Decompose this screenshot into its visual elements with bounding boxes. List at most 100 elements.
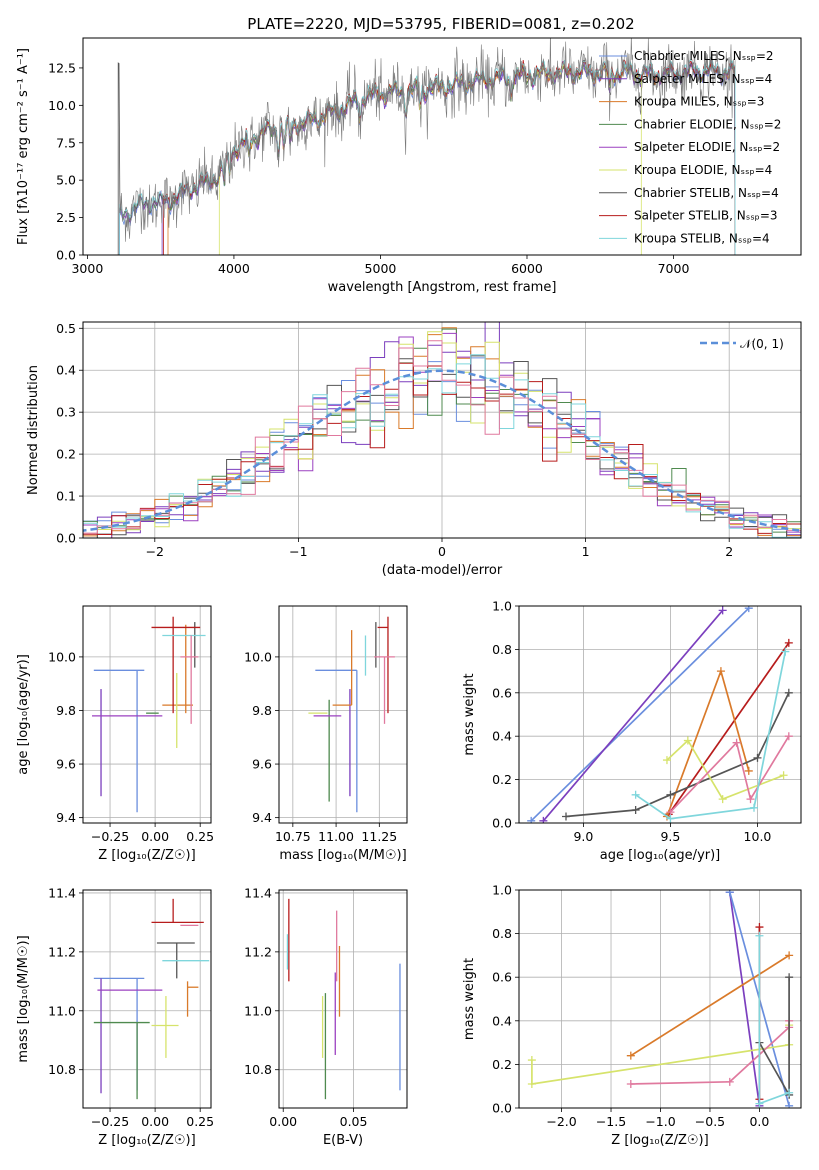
y-tick-label: 0.6 — [492, 970, 512, 985]
axes-frame — [82, 605, 212, 824]
axes-frame — [278, 605, 408, 824]
x-axis-label: Z [log₁₀(Z/Z☉)] — [98, 848, 195, 863]
weight-marker — [718, 795, 727, 804]
y-axis-label: age [log₁₀(age/yr)] — [16, 654, 31, 775]
weight-marker — [683, 736, 692, 745]
y-tick-label: 9.8 — [56, 703, 76, 718]
y-tick-label: 0.6 — [492, 685, 512, 700]
x-tick-label: 9.5 — [660, 829, 680, 844]
weight-marker — [744, 766, 753, 775]
weight-marker — [784, 732, 793, 741]
weight-marker — [666, 790, 675, 799]
y-axis-label: mass weight — [462, 958, 477, 1040]
y-tick-label: 9.6 — [252, 757, 272, 772]
plot-body — [286, 898, 401, 1100]
spectrum-model-line — [161, 62, 736, 255]
weight-marker — [746, 795, 755, 804]
x-tick-label: 7000 — [658, 261, 690, 276]
weight-marker — [527, 816, 536, 823]
x-axis-label: (data-model)/error — [382, 563, 503, 578]
y-axis-label: Normed distribution — [26, 365, 41, 495]
legend-entry: Salpeter MILES, Nₛₛₚ=4 — [634, 72, 772, 86]
x-tick-label: 3000 — [71, 261, 103, 276]
plot-weight-vs-Z: −2.0 −1.5 −1.0 −0.5 0.0 0.0 0.2 0.4 0.6 0.8 1.0 Z [… — [462, 883, 802, 1148]
y-tick-label: 11.4 — [244, 885, 272, 900]
weight-line — [530, 607, 750, 822]
weight-marker — [784, 688, 793, 697]
x-tick-label: 0.00 — [269, 1114, 297, 1129]
y-axis-label: mass [log₁₀(M/M☉)] — [16, 935, 31, 1062]
y-tick-label: 11.0 — [48, 1003, 76, 1018]
plot-age-vs-mass: 10.75 11.00 11.25 9.4 9.6 9.8 10.0 mass [log₁₀(… — [244, 605, 408, 863]
x-axis-label: Z [log₁₀(Z/Z☉)] — [611, 1133, 708, 1148]
spectrum-data-line — [119, 38, 736, 242]
plot-body — [117, 38, 736, 255]
weight-marker — [527, 1056, 536, 1065]
weight-marker — [750, 803, 758, 812]
y-tick-label: 9.4 — [252, 810, 272, 825]
y-tick-label: 0.2 — [492, 772, 512, 787]
y-tick-label: 10.8 — [48, 1062, 76, 1077]
y-tick-label: 0.0 — [492, 816, 512, 831]
y-tick-label: 0.4 — [492, 1013, 512, 1028]
x-tick-label: 6000 — [511, 261, 543, 276]
x-tick-label: 10.75 — [275, 829, 311, 844]
y-tick-label: 0.2 — [56, 447, 76, 462]
weight-marker — [626, 1080, 635, 1089]
axes-frame — [82, 37, 802, 256]
plot-body — [527, 890, 794, 1108]
y-tick-label: 0.8 — [492, 642, 512, 657]
weight-marker — [527, 1080, 536, 1089]
x-tick-label: 0.25 — [186, 829, 214, 844]
y-tick-label: 11.4 — [48, 885, 76, 900]
axes-frame — [82, 889, 212, 1109]
x-tick-label: 11.00 — [318, 829, 354, 844]
x-tick-label: 11.25 — [361, 829, 397, 844]
weight-line — [758, 935, 790, 1105]
x-tick-label: −2 — [146, 544, 164, 559]
x-tick-label: 9.0 — [573, 829, 593, 844]
legend-entry: Chabrier ELODIE, Nₛₛₚ=2 — [634, 117, 781, 131]
weight-line — [669, 735, 790, 813]
x-axis-label: age [log₁₀(age/yr)] — [600, 848, 721, 863]
weight-marker — [779, 771, 788, 780]
weight-marker — [785, 951, 794, 960]
y-tick-label: 0.4 — [56, 363, 76, 378]
y-tick-label: 11.0 — [244, 1003, 272, 1018]
y-tick-label: 0.8 — [492, 926, 512, 941]
x-tick-label: 10.0 — [744, 829, 772, 844]
y-tick-label: 0.5 — [56, 321, 76, 336]
x-tick-label: −1 — [289, 544, 307, 559]
y-tick-label: 10.8 — [244, 1062, 272, 1077]
weight-marker — [755, 931, 764, 940]
weight-marker — [785, 1088, 794, 1097]
plot-weight-vs-age: 9.0 9.5 10.0 0.0 0.2 0.4 0.6 0.8 1.0 age [log₁₀(a… — [462, 599, 802, 863]
y-tick-label: 1.0 — [492, 883, 512, 898]
legend-entry: Kroupa ELODIE, Nₛₛₚ=4 — [634, 163, 772, 177]
legend-entry: Salpeter ELODIE, Nₛₛₚ=2 — [634, 140, 780, 154]
y-tick-label: 0.0 — [492, 1101, 512, 1116]
x-tick-label: −0.25 — [91, 1114, 129, 1129]
y-tick-label: 5.0 — [56, 173, 76, 188]
x-tick-label: 0.0 — [749, 1114, 769, 1129]
y-tick-label: 12.5 — [48, 60, 76, 75]
y-tick-label: 0.1 — [56, 489, 76, 504]
x-tick-label: −1.0 — [645, 1114, 675, 1129]
weight-line — [758, 977, 790, 1099]
legend-entry: Kroupa MILES, Nₛₛₚ=3 — [634, 95, 764, 109]
weight-marker — [562, 812, 570, 821]
x-tick-label: −0.5 — [695, 1114, 725, 1129]
y-tick-label: 7.5 — [56, 135, 76, 150]
weight-marker — [539, 816, 548, 823]
x-tick-label: 2 — [725, 544, 733, 559]
y-tick-label: 11.2 — [48, 944, 76, 959]
y-tick-label: 10.0 — [48, 649, 76, 664]
figure-title: PLATE=2220, MJD=53795, FIBERID=0081, z=0… — [247, 15, 634, 33]
y-tick-label: 0.4 — [492, 729, 512, 744]
weight-marker — [725, 890, 734, 897]
weight-marker — [666, 814, 675, 823]
y-tick-label: 0.0 — [56, 248, 76, 263]
weight-marker — [755, 923, 764, 932]
weight-line — [542, 609, 724, 822]
